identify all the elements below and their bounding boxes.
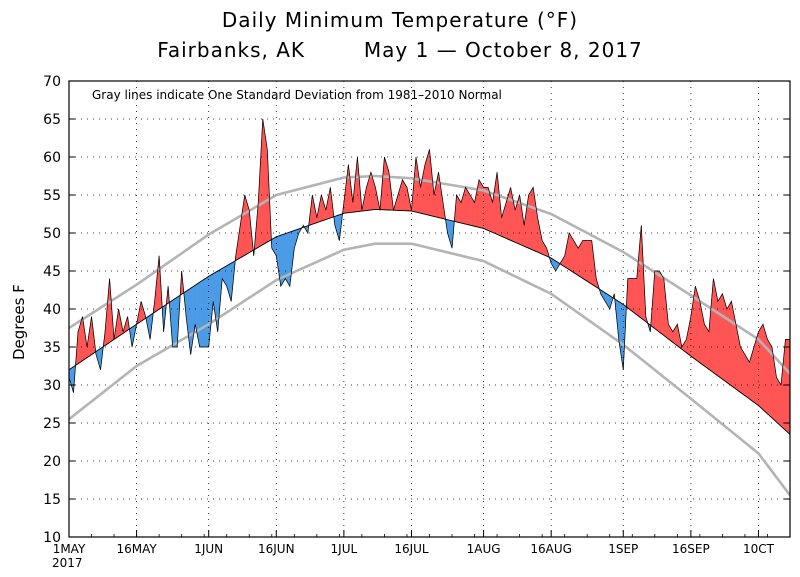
anomaly-segment <box>221 265 228 288</box>
x-tick-label: 16JUN <box>258 542 295 556</box>
anomaly-segment <box>402 178 408 212</box>
anomaly-segment <box>433 172 439 218</box>
anomaly-segment <box>740 345 746 397</box>
anomaly-segment <box>366 172 372 211</box>
y-tick-label: 40 <box>43 302 61 318</box>
x-tick-label: 1AUG <box>467 542 501 556</box>
anomaly-segment <box>284 231 291 288</box>
anomaly-segment <box>659 269 665 337</box>
x-tick-label: 1JUL <box>331 542 358 556</box>
stddev-layer <box>68 174 792 496</box>
anomaly-segment <box>474 179 480 228</box>
x-tick-label: 16JUL <box>394 542 429 556</box>
anomaly-segment <box>726 300 732 387</box>
anomaly-segment <box>631 278 638 316</box>
anomaly-segment <box>172 296 178 348</box>
anomaly-segment <box>717 292 723 380</box>
y-tick-label: 55 <box>43 188 61 204</box>
anomaly-segment <box>483 187 489 231</box>
anomaly-segment <box>510 187 516 243</box>
anomaly-segment <box>271 236 277 257</box>
anomaly-segment <box>713 278 719 377</box>
y-tick-label: 15 <box>43 492 61 508</box>
y-tick-label: 25 <box>43 416 61 432</box>
anomaly-segment <box>758 323 764 411</box>
anomaly-segment <box>199 278 205 348</box>
anomaly-segment <box>573 239 579 277</box>
anomaly-segment <box>226 262 232 302</box>
y-tick-label: 20 <box>43 454 61 470</box>
anomaly-fill-layer <box>68 118 791 436</box>
x-tick-label: 1JUN <box>194 542 223 556</box>
observed-line <box>68 118 790 393</box>
anomaly-segment <box>541 239 547 257</box>
y-tick-label: 35 <box>43 340 61 356</box>
anomaly-segment <box>532 187 538 253</box>
x-tick-label: 1MAY <box>53 542 86 556</box>
anomaly-segment <box>239 194 246 259</box>
anomaly-segment <box>257 118 264 248</box>
anomaly-segment <box>627 278 633 312</box>
anomaly-segment <box>586 240 593 285</box>
y-tick-label: 50 <box>43 226 61 242</box>
stddev-lower-line <box>68 242 792 496</box>
anomaly-segment <box>420 164 426 215</box>
anomaly-segment <box>212 270 219 332</box>
y-tick-label: 70 <box>43 74 61 90</box>
y-axis-label: Degrees F <box>10 284 30 360</box>
y-tick-label: 65 <box>43 112 61 128</box>
chart-subtitle: Fairbanks, AK May 1 — October 8, 2017 <box>157 38 643 62</box>
y-axis-label-text: Degrees F <box>10 284 28 360</box>
anomaly-segment <box>469 193 475 227</box>
anomaly-segment <box>370 172 376 211</box>
anomaly-segment <box>438 172 444 219</box>
y-tick-label: 10 <box>43 530 61 546</box>
line-layer <box>68 118 791 435</box>
anomaly-segment <box>262 118 268 246</box>
y-tick-label: 60 <box>43 150 61 166</box>
y-tick-label: 30 <box>43 378 61 394</box>
x-tick-label: 16MAY <box>116 542 157 556</box>
stddev-upper-line <box>68 174 791 375</box>
anomaly-segment <box>582 240 588 282</box>
anomaly-segment <box>785 339 791 436</box>
anomaly-segment <box>478 178 484 229</box>
axis-ticks-layer: 10 15 20 25 30 35 40 45 50 55 60 65 70 1MAY 16MAY 1JUN 1… <box>43 74 791 556</box>
anomaly-segment <box>654 270 660 333</box>
anomaly-segment <box>465 186 471 226</box>
chart-annotation: Gray lines indicate One Standard Deviati… <box>92 88 502 102</box>
anomaly-segment <box>577 239 584 279</box>
anomaly-segment <box>203 275 209 348</box>
normal-line <box>68 208 791 435</box>
x-tick-label: 10CT <box>743 542 775 556</box>
x-tick-label: 16SEP <box>672 542 710 556</box>
year-label: 2017 <box>52 556 83 570</box>
anomaly-segment <box>528 186 534 251</box>
anomaly-segment <box>460 187 466 225</box>
grid-layer <box>69 81 790 537</box>
y-tick-label: 45 <box>43 264 61 280</box>
anomaly-segment <box>501 202 507 239</box>
anomaly-segment <box>190 284 196 355</box>
chart-title: Daily Minimum Temperature (°F) <box>221 8 579 32</box>
anomaly-segment <box>492 172 498 235</box>
x-tick-label: 1SEP <box>608 542 638 556</box>
anomaly-segment <box>447 219 453 249</box>
x-tick-label: 16AUG <box>530 542 572 556</box>
anomaly-segment <box>244 194 250 256</box>
anomaly-segment <box>397 179 403 211</box>
anomaly-segment <box>618 300 624 370</box>
anomaly-segment <box>753 331 759 407</box>
